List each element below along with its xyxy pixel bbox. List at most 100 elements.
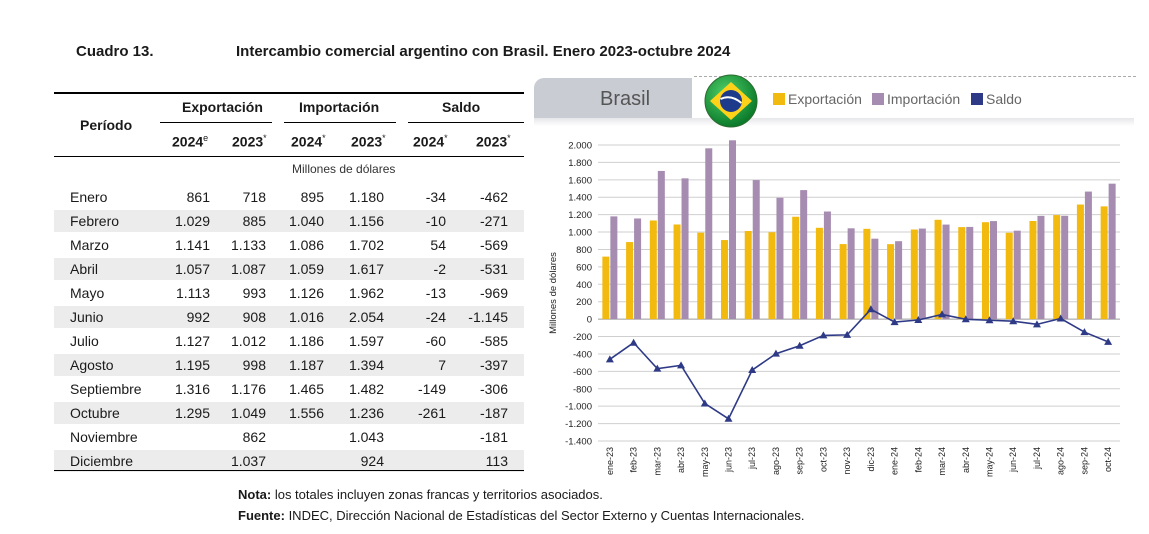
row-value: 1.195 [174,357,210,373]
export-bar [697,232,705,320]
legend-import: Importación [872,91,960,107]
y-tick-label: 0 [587,315,592,326]
y-tick-label: 1.800 [568,158,592,169]
table-row: Noviembre 862 1.043 -181 [54,426,524,448]
row-value: 1.127 [174,333,210,349]
row-value: 1.482 [348,381,384,397]
y-tick-label: -1.200 [565,419,592,430]
x-tick-label: abr-23 [676,447,686,473]
x-tick-label: oct-23 [818,447,828,472]
table-row: Octubre 1.295 1.049 1.556 1.236 -261 -187 [54,402,524,424]
import-bar [895,241,903,320]
row-value: 1.049 [230,405,266,421]
row-value: -969 [479,285,508,301]
row-value: 1.043 [348,429,384,445]
row-value: 1.316 [174,381,210,397]
row-value: -1.145 [468,309,508,325]
row-month: Octubre [70,405,120,421]
row-month: Marzo [70,237,109,253]
saldo-point [1080,328,1089,336]
row-value: 54 [430,237,446,253]
y-tick-label: -1.400 [565,437,592,448]
row-value: 895 [300,189,324,205]
row-value: 7 [438,357,446,373]
row-value: -34 [425,189,446,205]
export-bar [815,227,823,320]
export-bar [839,244,847,320]
row-value: -13 [425,285,446,301]
saldo-point [1032,320,1041,328]
x-tick-label: dic-23 [866,447,876,472]
row-value: 1.087 [230,261,266,277]
y-tick-label: -800 [573,384,592,395]
y-tick-label: -600 [573,367,592,378]
country-tab [534,78,692,120]
saldo-line [609,308,1109,420]
subheader-import-2024: 2024* [291,133,326,150]
group-header-saldo: Saldo [442,99,481,115]
saldo-point [629,338,638,346]
row-value: -181 [479,429,508,445]
legend-saldo: Saldo [971,91,1022,107]
saldo-point [914,315,923,323]
saldo-point [1104,337,1113,345]
saldo-point [819,331,828,339]
row-value: 1.556 [288,405,324,421]
export-bar [768,232,776,320]
y-tick-label: 1.400 [568,193,592,204]
import-bar [847,228,855,320]
x-tick-label: mar-24 [937,447,947,476]
saldo-point [1056,314,1065,322]
y-tick-label: 1.600 [568,175,592,186]
row-value: 1.141 [174,237,210,253]
row-value: 1.236 [348,405,384,421]
export-bar [744,231,752,320]
row-value: 885 [242,213,266,229]
row-month: Junio [70,309,104,325]
row-value: 1.059 [288,261,324,277]
export-bar [887,244,895,320]
saldo-point [795,341,804,349]
x-tick-label: ene-24 [890,447,900,475]
import-bar [823,211,831,320]
row-value: 1.186 [288,333,324,349]
y-tick-label: 200 [576,297,592,308]
subheader-saldo-2024: 2024* [413,133,448,150]
import-bar [705,148,713,320]
import-bar [657,170,665,320]
y-axis-label: Millones de dólares [548,252,559,334]
row-value: 993 [242,285,266,301]
row-value: 908 [242,309,266,325]
import-bar [918,228,926,320]
saldo-point [1009,317,1018,325]
row-value: 1.057 [174,261,210,277]
table-title: Intercambio comercial argentino con Bras… [236,43,731,60]
saldo-point [605,355,614,363]
export-bar [1029,221,1037,320]
row-value: 1.156 [348,213,384,229]
y-tick-label: -1.000 [565,402,592,413]
row-value: 1.702 [348,237,384,253]
source-line: Fuente: INDEC, Dirección Nacional de Est… [238,508,805,523]
x-tick-label: feb-24 [913,447,923,473]
x-tick-label: ago-23 [771,447,781,475]
y-tick-label: 600 [576,262,592,273]
row-value: -60 [425,333,446,349]
brazil-flag-icon [704,74,758,128]
row-value: -585 [479,333,508,349]
row-month: Enero [70,189,108,205]
subheader-saldo-2023: 2023* [476,133,511,150]
y-tick-label: 1.000 [568,228,592,239]
row-value: 1.016 [288,309,324,325]
import-bar [1061,215,1069,320]
export-bar [1053,215,1061,320]
table-row: Abril 1.057 1.087 1.059 1.617 -2 -531 [54,258,524,280]
row-value: -306 [479,381,508,397]
x-tick-label: jul-23 [747,447,757,470]
row-month: Agosto [70,357,114,373]
row-value: -569 [479,237,508,253]
export-bar [673,224,681,320]
legend-export: Exportación [773,91,862,107]
table-row: Agosto 1.195 998 1.187 1.394 7 -397 [54,354,524,376]
row-value: 1.133 [230,237,266,253]
